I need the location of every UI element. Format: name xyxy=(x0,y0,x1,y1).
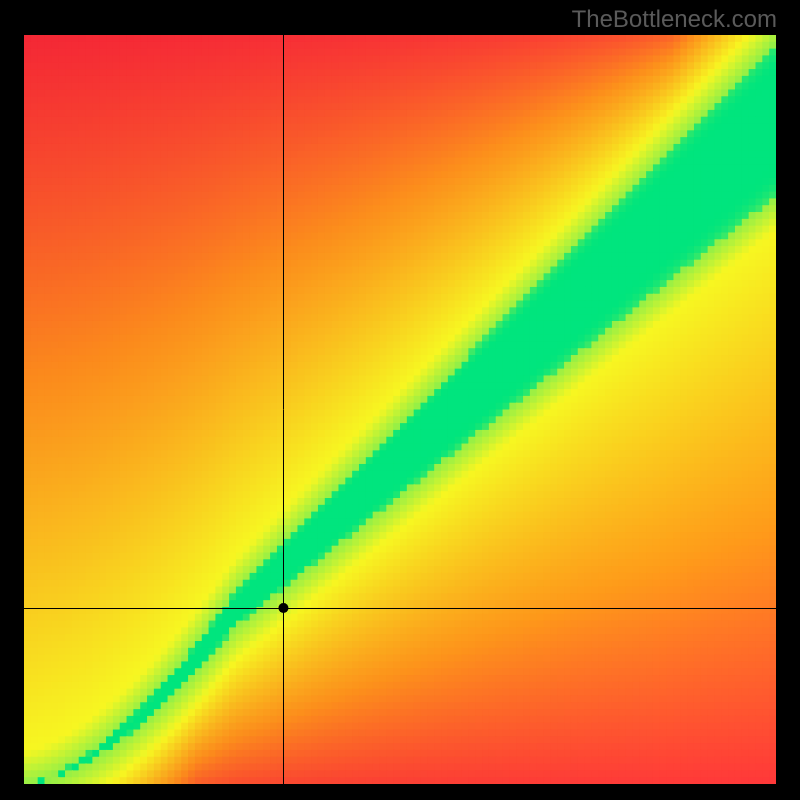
watermark-text: TheBottleneck.com xyxy=(572,6,777,34)
bottleneck-heatmap xyxy=(24,35,776,784)
